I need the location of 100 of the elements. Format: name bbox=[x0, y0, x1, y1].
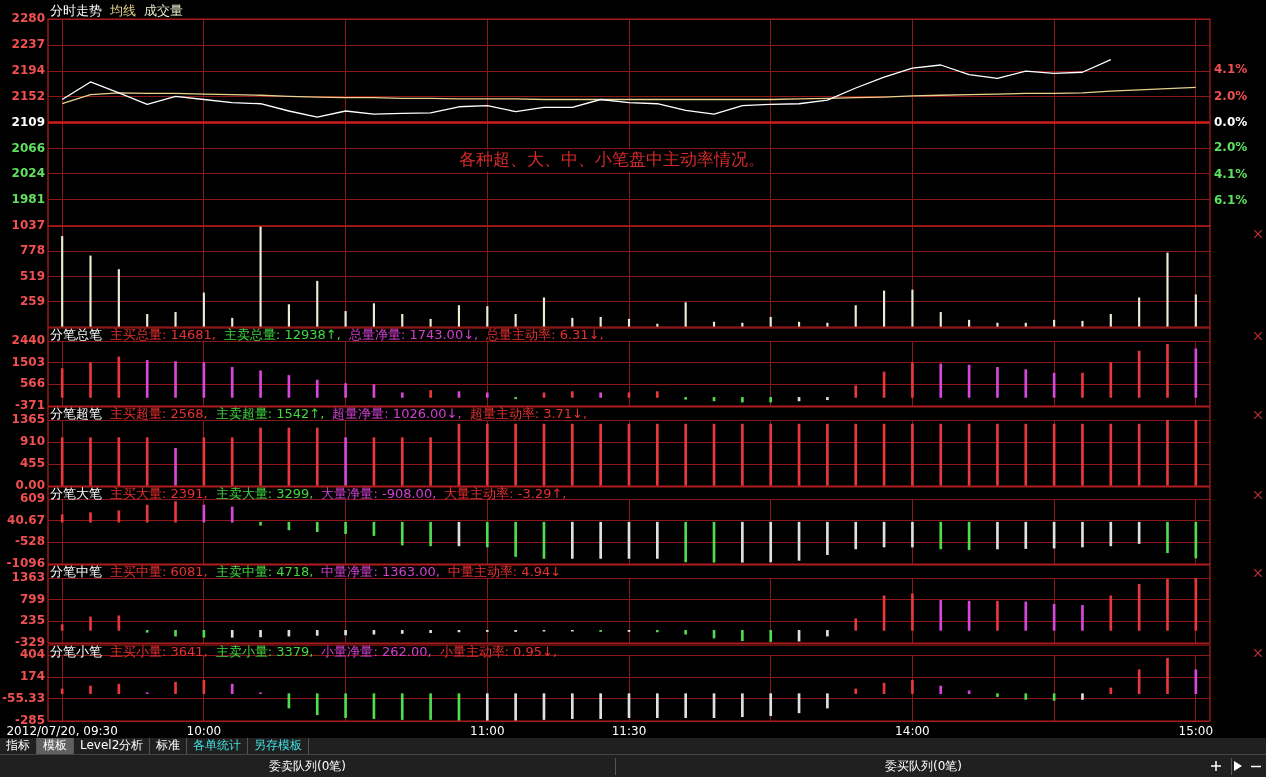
y-tick-label: 235 bbox=[19, 613, 45, 628]
bar bbox=[174, 361, 177, 398]
bar bbox=[1081, 693, 1084, 700]
bar bbox=[230, 367, 234, 398]
y-tick-label: 1981 bbox=[11, 192, 45, 207]
bar bbox=[741, 630, 744, 642]
bar bbox=[939, 685, 943, 695]
bar bbox=[570, 521, 574, 559]
bar bbox=[1081, 372, 1084, 398]
bar bbox=[996, 600, 999, 631]
bar bbox=[996, 322, 999, 327]
chart-title: 分笔总笔 bbox=[50, 326, 102, 342]
y2-tick-label: 0.0% bbox=[1214, 114, 1248, 129]
text: 委买队列(0笔) bbox=[616, 757, 1232, 775]
bar bbox=[1166, 578, 1169, 631]
text: 均线 bbox=[109, 2, 136, 18]
y-tick-label: 2440 bbox=[11, 333, 45, 348]
bar bbox=[741, 693, 744, 718]
y-tick-label: 40.67 bbox=[7, 512, 45, 527]
bar bbox=[372, 303, 376, 327]
bar bbox=[315, 521, 319, 533]
bar bbox=[259, 630, 262, 638]
y-tick-label: 1503 bbox=[11, 354, 45, 369]
bar bbox=[656, 630, 659, 633]
bar bbox=[89, 616, 92, 631]
annotation: 大量净量: -908.00, bbox=[321, 485, 437, 501]
text: 委卖队列(0笔) bbox=[0, 757, 616, 775]
bar bbox=[684, 423, 688, 486]
bar bbox=[429, 437, 432, 486]
bar bbox=[1081, 423, 1084, 486]
bar bbox=[145, 437, 149, 486]
annotation: 总量主动率: 6.31↓, bbox=[485, 326, 604, 342]
bar bbox=[769, 630, 773, 642]
y2-tick-label: 2.0% bbox=[1214, 140, 1248, 155]
bar bbox=[89, 362, 92, 398]
y-tick-label: 1365 bbox=[11, 412, 45, 427]
x-tick-label: 2012/07/20, 09:30 bbox=[6, 724, 118, 739]
y-tick-label: 174 bbox=[19, 669, 45, 684]
text: 标准 bbox=[150, 738, 188, 754]
bar bbox=[911, 521, 914, 548]
bar bbox=[400, 392, 404, 398]
bar bbox=[854, 423, 858, 486]
bar bbox=[741, 521, 744, 563]
bar bbox=[1081, 521, 1084, 548]
bar bbox=[1194, 348, 1198, 398]
bar bbox=[854, 521, 858, 550]
bar bbox=[1024, 369, 1028, 398]
annotation: 主买中量: 6081, bbox=[110, 563, 208, 579]
bar bbox=[1081, 605, 1084, 631]
x-tick-label: 11:30 bbox=[611, 724, 647, 739]
bar bbox=[174, 312, 177, 327]
bar bbox=[1166, 343, 1169, 398]
y-tick-label: 2109 bbox=[11, 114, 45, 129]
bar bbox=[939, 423, 943, 486]
bar bbox=[826, 630, 829, 637]
bar bbox=[344, 693, 347, 718]
y-tick-label: 2194 bbox=[11, 63, 45, 78]
bar bbox=[826, 397, 829, 401]
bar bbox=[996, 423, 999, 486]
x-tick-label: 15:00 bbox=[1178, 724, 1214, 739]
bar bbox=[911, 679, 914, 695]
bar bbox=[1024, 601, 1028, 631]
bar bbox=[939, 600, 943, 631]
bar bbox=[911, 423, 914, 486]
bar bbox=[570, 423, 574, 486]
bar bbox=[939, 521, 943, 550]
y-tick-label: 799 bbox=[19, 591, 45, 606]
bar bbox=[89, 685, 92, 695]
bar bbox=[174, 501, 177, 523]
bar bbox=[599, 521, 602, 559]
bar bbox=[684, 397, 688, 400]
bar bbox=[259, 226, 262, 327]
annotation: 超量净量: 1026.00↓, bbox=[332, 405, 462, 421]
chart-title: 分笔中笔 bbox=[50, 563, 102, 579]
annotation: 中量净量: 1363.00, bbox=[321, 563, 440, 579]
bar bbox=[911, 362, 914, 398]
bar bbox=[316, 280, 319, 327]
bar bbox=[259, 427, 262, 486]
bar bbox=[315, 630, 319, 636]
bar bbox=[174, 630, 177, 637]
bar bbox=[656, 693, 659, 718]
x-tick-label: 14:00 bbox=[895, 724, 930, 739]
bar bbox=[287, 304, 290, 327]
bar bbox=[1024, 693, 1028, 700]
bar bbox=[259, 521, 262, 526]
bar bbox=[854, 618, 858, 631]
bar bbox=[996, 521, 999, 550]
bar bbox=[854, 688, 858, 695]
bar bbox=[485, 392, 489, 398]
bar bbox=[1109, 362, 1113, 398]
bar bbox=[174, 681, 177, 695]
text: 各种超、大、中、小笔盘中主动率情况。 bbox=[459, 149, 766, 170]
bar bbox=[570, 391, 574, 398]
y-tick-label: -528 bbox=[14, 534, 45, 549]
y-tick-label: -371 bbox=[14, 398, 45, 413]
bar bbox=[429, 693, 432, 720]
chart-title: 分笔超笔 bbox=[50, 405, 102, 421]
annotation: 中量主动率: 4.94↓ bbox=[447, 563, 562, 579]
bar bbox=[60, 624, 64, 631]
bar bbox=[826, 693, 829, 709]
